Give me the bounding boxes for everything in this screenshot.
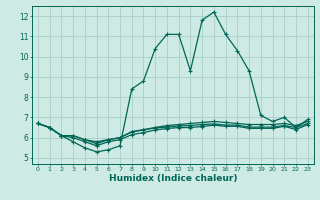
X-axis label: Humidex (Indice chaleur): Humidex (Indice chaleur) bbox=[108, 174, 237, 183]
